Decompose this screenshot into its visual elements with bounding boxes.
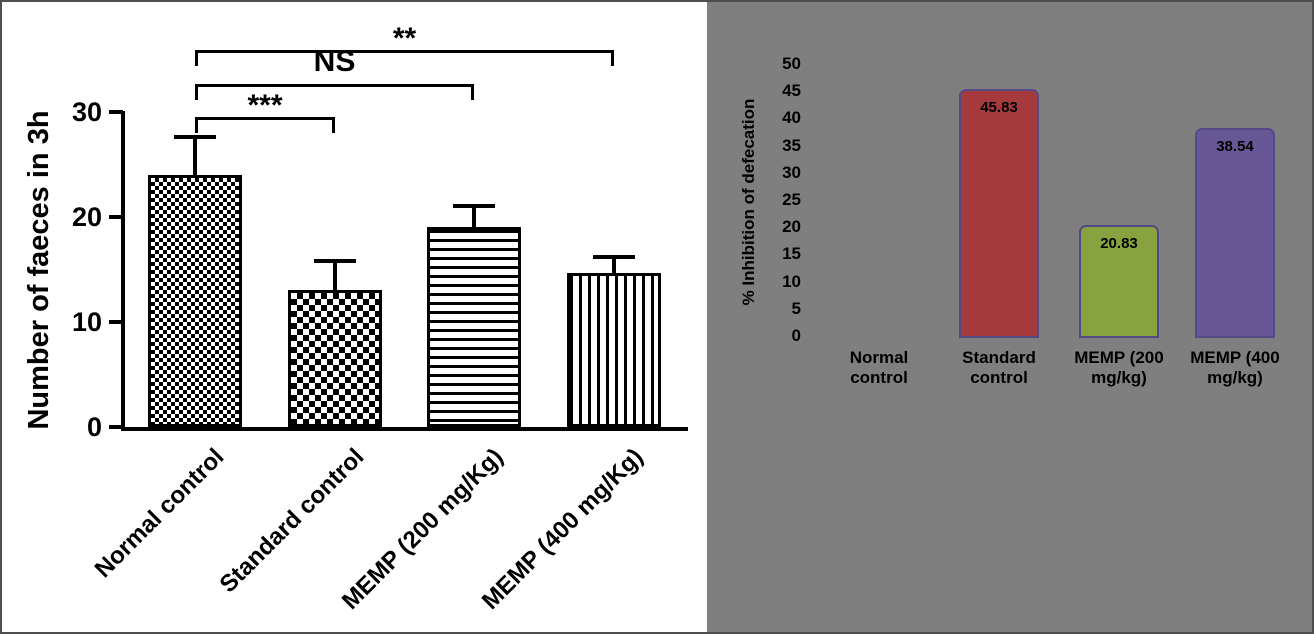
bar-3	[1079, 225, 1159, 338]
y-tick-mark	[109, 110, 123, 114]
significance-label: **	[392, 22, 417, 55]
y-tick-label: 40	[782, 108, 801, 128]
y-tick-label: 25	[782, 190, 801, 209]
y-tick-label: 50	[782, 54, 801, 73]
y-tick-label: 45	[782, 81, 801, 101]
y-tick-mark	[109, 215, 123, 219]
error-bar-cap	[593, 255, 635, 259]
significance-label: ***	[247, 89, 283, 122]
y-tick-mark	[109, 320, 123, 324]
y-axis-line	[121, 111, 125, 431]
category-label: MEMP (200 mg/kg)	[1074, 348, 1164, 387]
plot-area: 0 10 20 30 Normal control Standard control MEM…	[2, 2, 707, 632]
faeces-count-chart: Number of faeces in 3h 0 10 20 30 Normal con…	[2, 2, 707, 632]
error-bar-stem	[333, 259, 337, 296]
error-bar-cap	[314, 259, 356, 263]
y-tick-label: 15	[782, 244, 801, 264]
error-bar-stem	[472, 204, 476, 233]
inhibition-chart: % Inhibition of defecation 0 5 10 15 20 25 30 3…	[707, 2, 1312, 632]
bracket-tick	[471, 84, 474, 100]
y-tick-label: 35	[782, 135, 801, 155]
bar-2	[959, 89, 1039, 338]
bar-value-label: 45.83	[980, 99, 1018, 116]
bar-value-label: 20.83	[1100, 235, 1138, 252]
error-bar-cap	[174, 135, 216, 139]
error-bar-stem	[193, 135, 197, 181]
bar-3	[427, 227, 521, 427]
error-bar-stem	[612, 255, 616, 279]
error-bar-cap	[453, 204, 495, 208]
plot-area: 0 5 10 15 20 25 30 35 40 45 50 Normal control 45.83 S…	[707, 2, 1312, 632]
bracket-tick	[195, 50, 198, 66]
y-tick-label: 10	[71, 307, 102, 337]
bracket-tick	[332, 117, 335, 133]
bar-1	[148, 175, 242, 427]
bracket-line	[195, 84, 474, 87]
category-label: Standard control	[962, 348, 1036, 387]
y-tick-label: 20	[782, 217, 801, 237]
x-axis-line	[121, 427, 688, 431]
bracket-line	[195, 50, 614, 53]
y-tick-label: 30	[782, 162, 801, 182]
bracket-tick	[195, 84, 198, 100]
bracket-tick	[611, 50, 614, 66]
y-tick-label: 0	[86, 412, 102, 442]
bar-2	[288, 290, 382, 427]
y-tick-label: 10	[782, 271, 801, 291]
bracket-tick	[195, 117, 198, 133]
category-label: Normal control	[849, 348, 909, 387]
bar-4	[1195, 128, 1275, 338]
y-tick-label: 0	[791, 326, 801, 345]
y-tick-label: 5	[791, 298, 801, 318]
bar-value-label: 38.54	[1216, 138, 1254, 155]
y-tick-mark	[109, 425, 123, 429]
bracket-line	[195, 117, 335, 120]
bar-4	[567, 273, 661, 427]
category-label: MEMP (400 mg/kg)	[1190, 348, 1280, 387]
y-tick-label: 30	[71, 97, 102, 127]
y-tick-label: 20	[71, 202, 102, 232]
